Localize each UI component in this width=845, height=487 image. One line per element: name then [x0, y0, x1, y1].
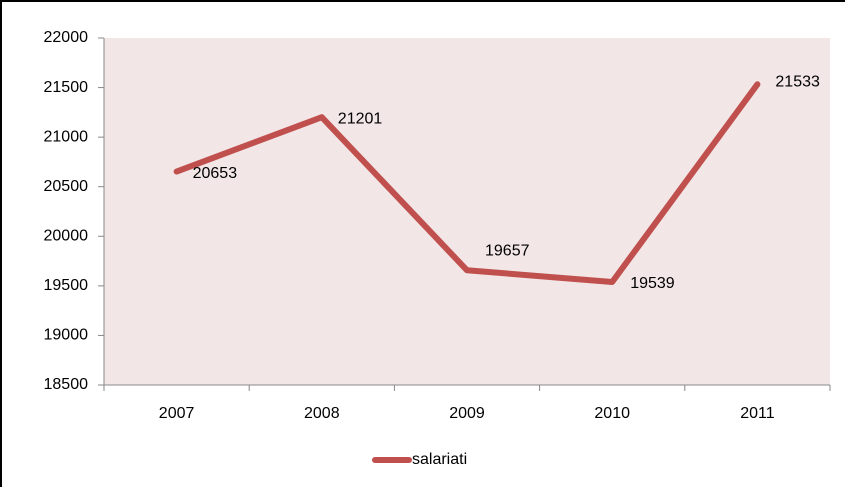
y-tick-label: 22000: [44, 29, 89, 46]
y-tick-label: 20500: [44, 178, 89, 195]
data-label: 20653: [193, 165, 238, 182]
y-tick-label: 18500: [44, 376, 89, 393]
legend-label: salariati: [412, 451, 467, 468]
y-tick-label: 21500: [44, 79, 89, 96]
series-line: [173, 81, 761, 285]
x-tick-label: 2009: [449, 405, 485, 422]
x-tick-label: 2007: [159, 405, 195, 422]
y-tick-label: 20000: [44, 228, 89, 245]
y-tick-label: 19000: [44, 327, 89, 344]
plot-area: [104, 38, 830, 385]
x-tick-label: 2008: [304, 405, 340, 422]
data-label: 21201: [338, 110, 383, 127]
y-tick-label: 19500: [44, 277, 89, 294]
y-tick-label: 21000: [44, 128, 89, 145]
data-label: 21533: [775, 74, 820, 91]
data-label: 19657: [485, 243, 530, 260]
data-label: 19539: [630, 275, 675, 292]
x-tick-label: 2011: [740, 405, 775, 422]
x-tick-label: 2010: [594, 405, 630, 422]
